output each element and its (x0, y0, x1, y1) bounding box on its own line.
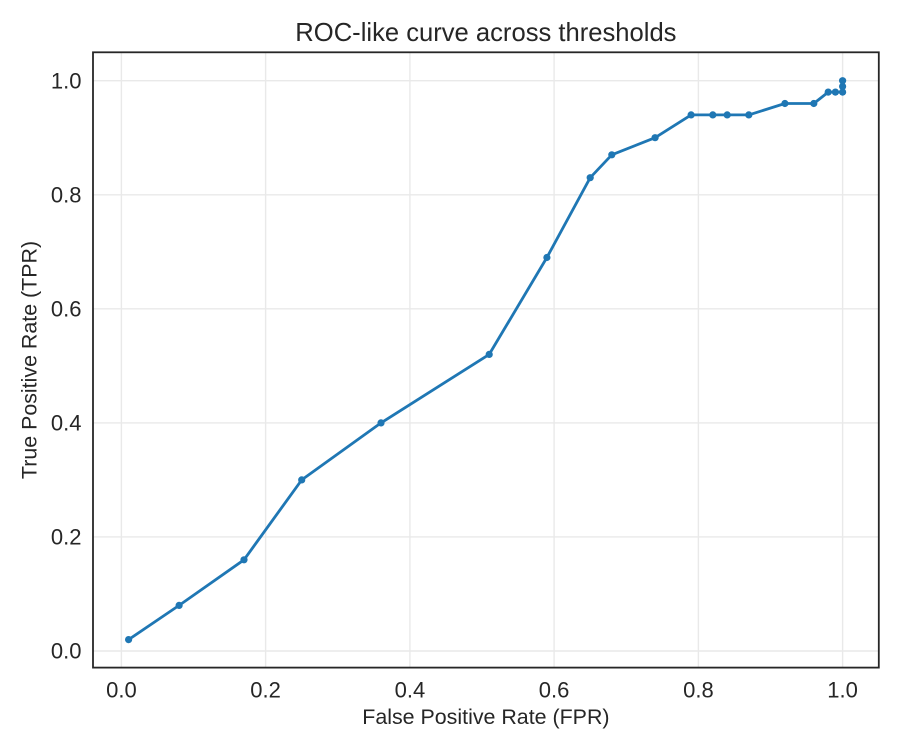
svg-text:1.0: 1.0 (51, 68, 82, 93)
svg-text:ROC-like curve across threshol: ROC-like curve across thresholds (295, 19, 676, 47)
svg-text:0.8: 0.8 (51, 182, 82, 207)
svg-text:0.8: 0.8 (683, 678, 714, 703)
svg-text:False Positive Rate (FPR): False Positive Rate (FPR) (362, 705, 609, 729)
svg-text:0.2: 0.2 (51, 525, 82, 550)
svg-text:1.0: 1.0 (827, 678, 858, 703)
svg-text:0.4: 0.4 (51, 411, 82, 436)
svg-text:0.0: 0.0 (51, 639, 82, 664)
svg-text:0.4: 0.4 (395, 678, 426, 703)
svg-text:0.6: 0.6 (539, 678, 570, 703)
svg-text:0.6: 0.6 (51, 296, 82, 321)
svg-text:0.0: 0.0 (106, 678, 137, 703)
svg-text:0.2: 0.2 (250, 678, 281, 703)
svg-text:True Positive Rate (TPR): True Positive Rate (TPR) (17, 241, 41, 479)
